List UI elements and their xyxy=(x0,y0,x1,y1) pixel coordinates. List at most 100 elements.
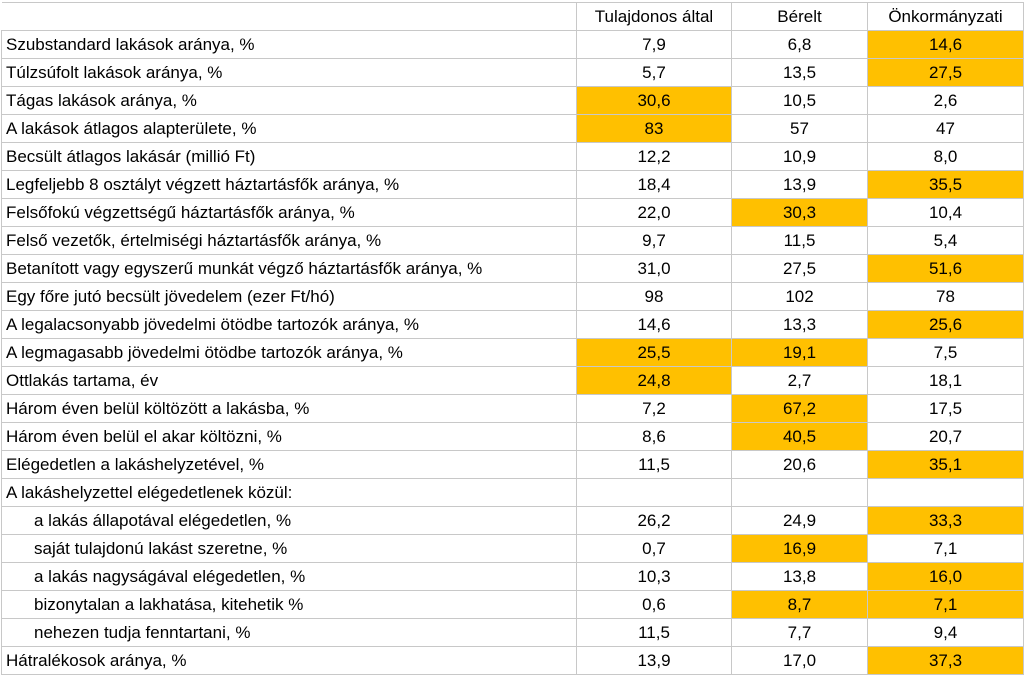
row-label-cell[interactable]: Tágas lakások aránya, % xyxy=(1,86,577,115)
header-berelt[interactable]: Bérelt xyxy=(731,2,868,31)
berelt-cell[interactable]: 67,2 xyxy=(731,394,868,423)
row-label-cell[interactable]: Betanított vagy egyszerű munkát végző há… xyxy=(1,254,577,283)
berelt-cell[interactable]: 16,9 xyxy=(731,534,868,563)
onkormanyzati-cell[interactable]: 18,1 xyxy=(867,366,1024,395)
berelt-cell[interactable]: 8,7 xyxy=(731,590,868,619)
row-label-cell[interactable]: nehezen tudja fenntartani, % xyxy=(1,618,577,647)
row-label-cell[interactable]: A lakáshelyzettel elégedetlenek közül: xyxy=(1,478,577,507)
berelt-cell[interactable]: 13,8 xyxy=(731,562,868,591)
berelt-cell[interactable] xyxy=(731,478,868,507)
row-label-cell[interactable]: saját tulajdonú lakást szeretne, % xyxy=(1,534,577,563)
row-label-cell[interactable]: a lakás állapotával elégedetlen, % xyxy=(1,506,577,535)
berelt-cell[interactable]: 13,9 xyxy=(731,170,868,199)
berelt-cell[interactable]: 40,5 xyxy=(731,422,868,451)
header-tulajdonos[interactable]: Tulajdonos által xyxy=(576,2,732,31)
table-row: Betanított vagy egyszerű munkát végző há… xyxy=(1,254,1024,283)
onkormanyzati-cell[interactable]: 7,1 xyxy=(867,590,1024,619)
tulajdonos-cell[interactable]: 0,6 xyxy=(576,590,732,619)
berelt-cell[interactable]: 2,7 xyxy=(731,366,868,395)
row-label-cell[interactable]: A lakások átlagos alapterülete, % xyxy=(1,114,577,143)
berelt-cell[interactable]: 20,6 xyxy=(731,450,868,479)
berelt-cell[interactable]: 10,5 xyxy=(731,86,868,115)
row-label-cell[interactable]: Felsőfokú végzettségű háztartásfők arány… xyxy=(1,198,577,227)
berelt-cell[interactable]: 13,5 xyxy=(731,58,868,87)
row-label-cell[interactable]: Három éven belül költözött a lakásba, % xyxy=(1,394,577,423)
tulajdonos-cell[interactable]: 22,0 xyxy=(576,198,732,227)
row-label-cell[interactable]: Ottlakás tartama, év xyxy=(1,366,577,395)
onkormanyzati-cell[interactable]: 5,4 xyxy=(867,226,1024,255)
row-label-cell[interactable]: Három éven belül el akar költözni, % xyxy=(1,422,577,451)
tulajdonos-cell[interactable]: 13,9 xyxy=(576,646,732,675)
onkormanyzati-cell[interactable]: 47 xyxy=(867,114,1024,143)
tulajdonos-cell[interactable]: 26,2 xyxy=(576,506,732,535)
onkormanyzati-cell[interactable]: 20,7 xyxy=(867,422,1024,451)
table-row: Túlzsúfolt lakások aránya, % 5,7 13,5 27,5 xyxy=(1,58,1024,87)
tulajdonos-cell[interactable]: 83 xyxy=(576,114,732,143)
tulajdonos-cell[interactable]: 11,5 xyxy=(576,450,732,479)
row-label-cell[interactable]: Egy főre jutó becsült jövedelem (ezer Ft… xyxy=(1,282,577,311)
tulajdonos-cell[interactable]: 11,5 xyxy=(576,618,732,647)
row-label-cell[interactable]: Felső vezetők, értelmiségi háztartásfők … xyxy=(1,226,577,255)
berelt-cell[interactable]: 11,5 xyxy=(731,226,868,255)
onkormanyzati-cell[interactable]: 7,5 xyxy=(867,338,1024,367)
berelt-cell[interactable]: 7,7 xyxy=(731,618,868,647)
onkormanyzati-cell[interactable]: 10,4 xyxy=(867,198,1024,227)
berelt-cell[interactable]: 13,3 xyxy=(731,310,868,339)
row-label-cell[interactable]: Becsült átlagos lakásár (millió Ft) xyxy=(1,142,577,171)
onkormanyzati-cell[interactable]: 37,3 xyxy=(867,646,1024,675)
berelt-cell[interactable]: 27,5 xyxy=(731,254,868,283)
tulajdonos-cell[interactable]: 9,7 xyxy=(576,226,732,255)
berelt-cell[interactable]: 17,0 xyxy=(731,646,868,675)
berelt-cell[interactable]: 102 xyxy=(731,282,868,311)
onkormanyzati-cell[interactable]: 8,0 xyxy=(867,142,1024,171)
row-label-cell[interactable]: Túlzsúfolt lakások aránya, % xyxy=(1,58,577,87)
onkormanyzati-cell[interactable]: 7,1 xyxy=(867,534,1024,563)
row-label-cell[interactable]: bizonytalan a lakhatása, kitehetik % xyxy=(1,590,577,619)
tulajdonos-cell[interactable]: 30,6 xyxy=(576,86,732,115)
tulajdonos-cell[interactable]: 0,7 xyxy=(576,534,732,563)
tulajdonos-cell[interactable]: 25,5 xyxy=(576,338,732,367)
tulajdonos-cell[interactable]: 98 xyxy=(576,282,732,311)
berelt-cell[interactable]: 57 xyxy=(731,114,868,143)
onkormanyzati-cell[interactable]: 14,6 xyxy=(867,30,1024,59)
tulajdonos-cell[interactable]: 24,8 xyxy=(576,366,732,395)
tulajdonos-cell[interactable]: 18,4 xyxy=(576,170,732,199)
tulajdonos-cell[interactable]: 14,6 xyxy=(576,310,732,339)
header-onkormanyzati[interactable]: Önkormányzati xyxy=(867,2,1024,31)
onkormanyzati-cell[interactable]: 78 xyxy=(867,282,1024,311)
onkormanyzati-cell[interactable]: 35,5 xyxy=(867,170,1024,199)
onkormanyzati-cell[interactable]: 17,5 xyxy=(867,394,1024,423)
table-row: Tágas lakások aránya, % 30,6 10,5 2,6 xyxy=(1,86,1024,115)
berelt-cell[interactable]: 24,9 xyxy=(731,506,868,535)
onkormanyzati-cell[interactable]: 27,5 xyxy=(867,58,1024,87)
berelt-cell[interactable]: 10,9 xyxy=(731,142,868,171)
berelt-cell[interactable]: 30,3 xyxy=(731,198,868,227)
row-label-cell[interactable]: A legalacsonyabb jövedelmi ötödbe tartoz… xyxy=(1,310,577,339)
onkormanyzati-cell[interactable]: 33,3 xyxy=(867,506,1024,535)
tulajdonos-cell[interactable] xyxy=(576,478,732,507)
onkormanyzati-cell[interactable]: 35,1 xyxy=(867,450,1024,479)
tulajdonos-cell[interactable]: 12,2 xyxy=(576,142,732,171)
berelt-cell[interactable]: 6,8 xyxy=(731,30,868,59)
onkormanyzati-cell[interactable]: 16,0 xyxy=(867,562,1024,591)
row-label-cell[interactable]: Hátralékosok aránya, % xyxy=(1,646,577,675)
onkormanyzati-cell[interactable]: 2,6 xyxy=(867,86,1024,115)
row-label-cell[interactable]: Szubstandard lakások aránya, % xyxy=(1,30,577,59)
tulajdonos-cell[interactable]: 7,2 xyxy=(576,394,732,423)
tulajdonos-cell[interactable]: 7,9 xyxy=(576,30,732,59)
tulajdonos-cell[interactable]: 10,3 xyxy=(576,562,732,591)
onkormanyzati-cell[interactable] xyxy=(867,478,1024,507)
row-label-cell[interactable]: A legmagasabb jövedelmi ötödbe tartozók … xyxy=(1,338,577,367)
onkormanyzati-cell[interactable]: 51,6 xyxy=(867,254,1024,283)
row-label-cell[interactable]: Legfeljebb 8 osztályt végzett háztartásf… xyxy=(1,170,577,199)
row-label-cell[interactable]: a lakás nagyságával elégedetlen, % xyxy=(1,562,577,591)
berelt-cell[interactable]: 19,1 xyxy=(731,338,868,367)
onkormanyzati-cell[interactable]: 9,4 xyxy=(867,618,1024,647)
tulajdonos-cell[interactable]: 31,0 xyxy=(576,254,732,283)
row-label-cell[interactable]: Elégedetlen a lakáshelyzetével, % xyxy=(1,450,577,479)
tulajdonos-cell[interactable]: 5,7 xyxy=(576,58,732,87)
onkormanyzati-cell[interactable]: 25,6 xyxy=(867,310,1024,339)
tulajdonos-cell[interactable]: 8,6 xyxy=(576,422,732,451)
header-corner-cell[interactable] xyxy=(1,2,577,31)
